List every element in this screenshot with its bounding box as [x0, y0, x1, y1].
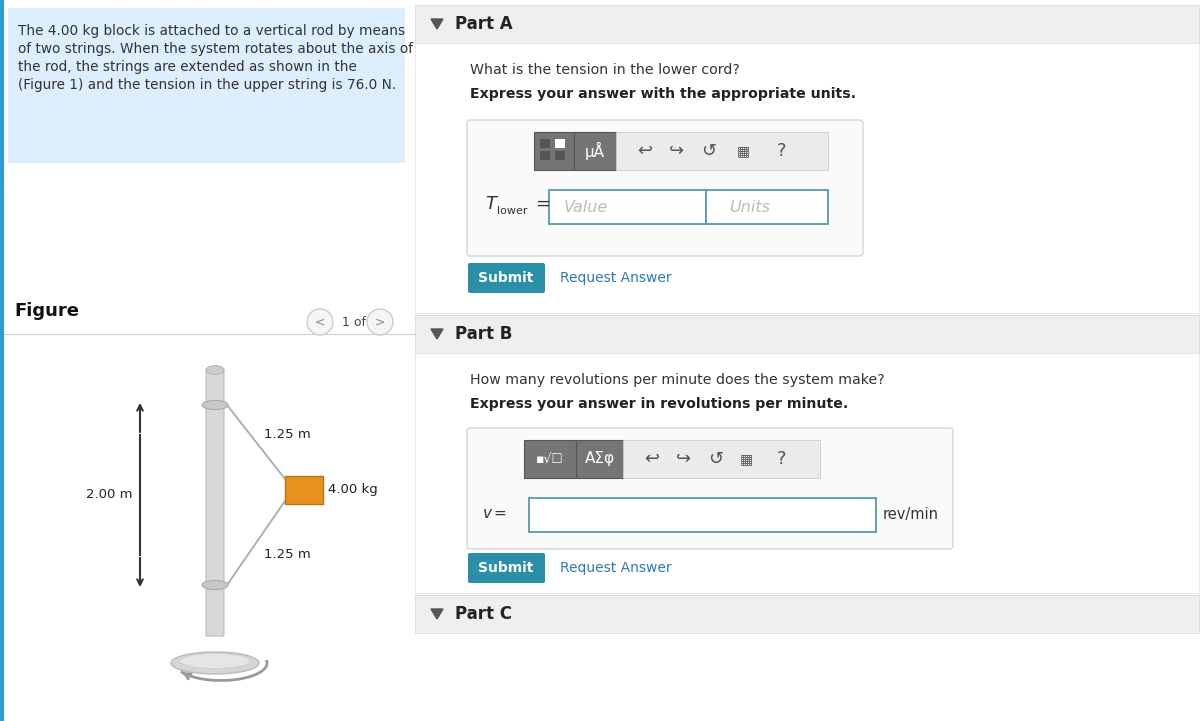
Text: ↺: ↺	[708, 450, 724, 468]
Text: 1.25 m: 1.25 m	[264, 549, 311, 562]
Polygon shape	[431, 609, 443, 619]
Polygon shape	[431, 19, 443, 29]
FancyBboxPatch shape	[415, 315, 1199, 353]
FancyBboxPatch shape	[467, 428, 953, 549]
FancyBboxPatch shape	[415, 353, 1199, 593]
Text: Request Answer: Request Answer	[560, 271, 672, 285]
Text: Submit: Submit	[479, 271, 534, 285]
Text: μÅ: μÅ	[586, 142, 605, 160]
Text: ▦: ▦	[739, 452, 752, 466]
FancyBboxPatch shape	[616, 132, 828, 170]
FancyBboxPatch shape	[574, 132, 616, 170]
Text: Submit: Submit	[479, 561, 534, 575]
Text: 4.00 kg: 4.00 kg	[328, 484, 378, 497]
FancyBboxPatch shape	[706, 190, 828, 224]
FancyBboxPatch shape	[468, 553, 545, 583]
Text: 1.25 m: 1.25 m	[264, 428, 311, 441]
Ellipse shape	[206, 366, 224, 374]
Text: Express your answer with the appropriate units.: Express your answer with the appropriate…	[470, 87, 856, 101]
Ellipse shape	[172, 652, 259, 674]
Text: ↪: ↪	[677, 450, 691, 468]
Text: >: >	[374, 316, 385, 329]
Text: Request Answer: Request Answer	[560, 561, 672, 575]
FancyBboxPatch shape	[534, 132, 574, 170]
Text: of two strings. When the system rotates about the axis of: of two strings. When the system rotates …	[18, 42, 413, 56]
Text: <: <	[314, 316, 325, 329]
Text: ↺: ↺	[702, 142, 716, 160]
FancyBboxPatch shape	[286, 476, 323, 504]
Text: ↩: ↩	[637, 142, 653, 160]
Text: How many revolutions per minute does the system make?: How many revolutions per minute does the…	[470, 373, 884, 387]
FancyBboxPatch shape	[554, 139, 565, 148]
Text: The 4.00 kg block is attached to a vertical rod by means: The 4.00 kg block is attached to a verti…	[18, 24, 406, 38]
FancyBboxPatch shape	[467, 120, 863, 256]
Text: Part B: Part B	[455, 325, 512, 343]
FancyBboxPatch shape	[540, 151, 550, 160]
FancyBboxPatch shape	[468, 263, 545, 293]
Text: lower: lower	[497, 206, 528, 216]
FancyBboxPatch shape	[415, 595, 1199, 633]
FancyBboxPatch shape	[550, 190, 706, 224]
Text: Figure: Figure	[14, 302, 79, 320]
Circle shape	[367, 309, 394, 335]
Text: ▪√☐: ▪√☐	[536, 453, 564, 466]
Text: Value: Value	[564, 200, 608, 215]
Text: ↩: ↩	[644, 450, 660, 468]
Ellipse shape	[180, 653, 250, 668]
FancyBboxPatch shape	[540, 139, 550, 148]
Ellipse shape	[202, 400, 228, 410]
Text: 2.00 m: 2.00 m	[85, 489, 132, 502]
FancyBboxPatch shape	[529, 498, 876, 532]
Text: $T$: $T$	[485, 195, 499, 213]
Text: 1 of 1: 1 of 1	[342, 316, 378, 329]
FancyBboxPatch shape	[415, 5, 1199, 43]
FancyBboxPatch shape	[8, 8, 406, 163]
Text: ↪: ↪	[670, 142, 684, 160]
Text: rev/min: rev/min	[883, 508, 940, 523]
FancyBboxPatch shape	[576, 440, 623, 478]
Text: What is the tension in the lower cord?: What is the tension in the lower cord?	[470, 63, 740, 77]
Circle shape	[307, 309, 334, 335]
Text: Express your answer in revolutions per minute.: Express your answer in revolutions per m…	[470, 397, 848, 411]
Text: =: =	[535, 195, 550, 213]
Text: ΑΣφ: ΑΣφ	[584, 451, 616, 466]
FancyBboxPatch shape	[415, 43, 1199, 313]
Text: (Figure 1) and the tension in the upper string is 76.0 N.: (Figure 1) and the tension in the upper …	[18, 78, 396, 92]
Ellipse shape	[202, 580, 228, 590]
Text: the rod, the strings are extended as shown in the: the rod, the strings are extended as sho…	[18, 60, 356, 74]
Text: ▦: ▦	[737, 144, 750, 158]
FancyBboxPatch shape	[206, 369, 224, 636]
Text: ?: ?	[778, 450, 787, 468]
Polygon shape	[431, 329, 443, 339]
Text: Part C: Part C	[455, 605, 512, 623]
Text: Part A: Part A	[455, 15, 512, 33]
Text: ?: ?	[778, 142, 787, 160]
FancyBboxPatch shape	[554, 151, 565, 160]
Text: Units: Units	[730, 200, 770, 215]
Text: $v =$: $v =$	[482, 505, 508, 521]
FancyBboxPatch shape	[0, 0, 4, 721]
FancyBboxPatch shape	[623, 440, 820, 478]
FancyBboxPatch shape	[554, 139, 565, 148]
FancyBboxPatch shape	[524, 440, 576, 478]
